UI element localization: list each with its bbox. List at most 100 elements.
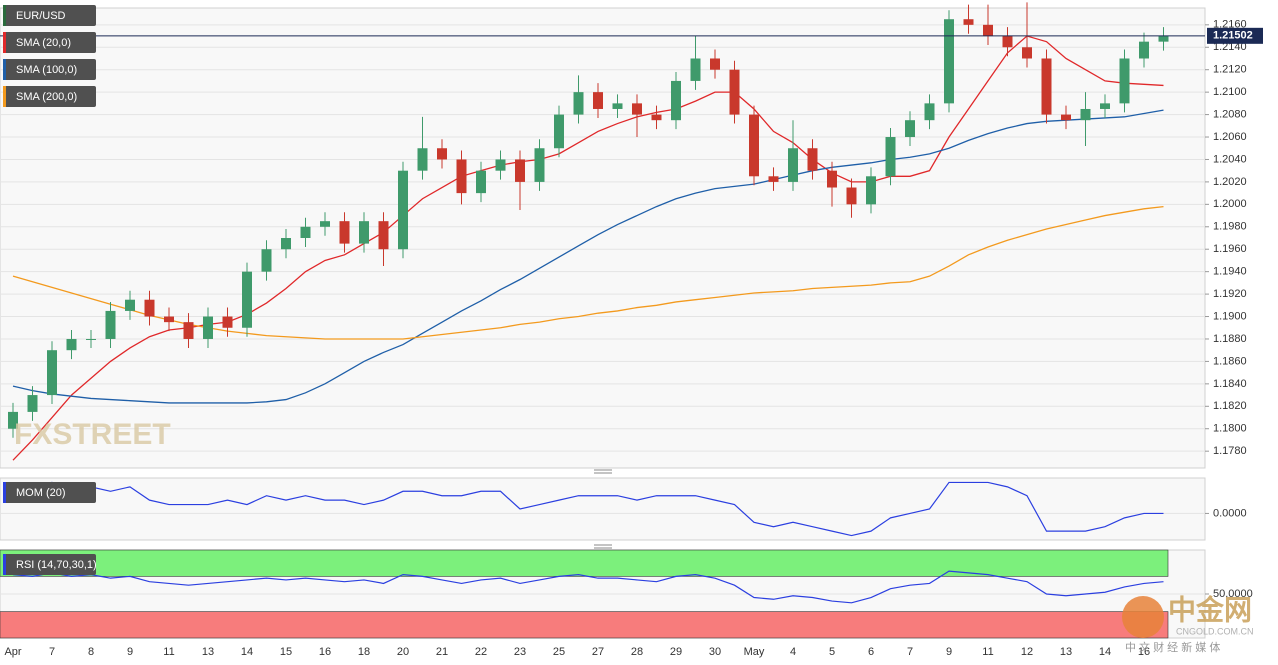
y-tick-label: 50.0000	[1213, 588, 1253, 600]
candle-body	[651, 114, 662, 121]
x-tick-label: 14	[1099, 646, 1111, 658]
candle-body	[534, 148, 545, 182]
legend-label: SMA (100,0)	[16, 64, 77, 76]
last-price-label: 1.21502	[1213, 30, 1253, 42]
candle-body	[417, 148, 428, 171]
y-tick-label: 1.1920	[1213, 288, 1247, 300]
y-tick-label: 1.2120	[1213, 64, 1247, 76]
candle-body	[164, 316, 174, 323]
legend-label: SMA (200,0)	[16, 91, 77, 103]
x-tick-label: 22	[475, 646, 487, 658]
x-tick-label: 14	[241, 646, 253, 658]
candle-body	[963, 19, 974, 25]
candle-body	[1041, 58, 1052, 115]
candle-body	[183, 322, 194, 339]
last-price-box	[1207, 27, 1263, 44]
x-tick-label: 7	[907, 646, 913, 658]
candle-body	[554, 114, 564, 149]
x-tick-label: 27	[592, 646, 604, 658]
candle-body	[885, 137, 896, 177]
x-tick-label: 11	[982, 646, 993, 658]
y-tick-label: 1.1780	[1213, 445, 1247, 457]
y-tick-label: 1.2140	[1213, 41, 1247, 53]
candle-body	[846, 187, 857, 205]
watermark-site-cn: 中金网	[1168, 593, 1252, 625]
x-tick-label: 9	[127, 646, 133, 658]
candle-body	[437, 148, 447, 160]
candle-body	[27, 395, 38, 412]
candle-body	[222, 316, 233, 328]
candle-body	[573, 92, 584, 115]
x-tick-label: 29	[670, 646, 682, 658]
candle-body	[612, 103, 623, 109]
x-tick-label: 20	[397, 646, 409, 658]
legend-box	[3, 59, 96, 80]
y-tick-label: 1.2100	[1213, 86, 1247, 98]
panel-separators	[594, 469, 612, 549]
candle-body	[515, 159, 525, 182]
legend-swatch	[3, 32, 6, 53]
candle-body	[788, 148, 798, 182]
candle-body	[768, 176, 779, 182]
candle-body	[1119, 58, 1130, 104]
candle-body	[924, 103, 935, 121]
x-tick-label: 25	[553, 646, 565, 658]
candle-body	[86, 338, 96, 340]
x-tick-label: 8	[88, 646, 94, 658]
sma-line	[12, 109, 1164, 404]
candle-body	[593, 92, 603, 109]
x-tick-label: 6	[868, 646, 874, 658]
y-tick-label: 1.1980	[1213, 221, 1247, 233]
candle-body	[144, 299, 155, 317]
candle-body	[320, 221, 330, 227]
candle-body	[944, 19, 954, 104]
candle-body	[983, 24, 993, 37]
candle-body	[905, 120, 915, 138]
candle-body	[456, 159, 467, 194]
candle-body	[66, 338, 77, 351]
candle-body	[710, 58, 720, 70]
candle-body	[690, 58, 701, 81]
x-tick-label: 11	[163, 646, 174, 658]
y-tick-label: 1.2060	[1213, 131, 1247, 143]
x-tick-label: 23	[514, 646, 526, 658]
candle-body	[827, 170, 837, 188]
indicator-line	[13, 481, 1164, 537]
candle-body	[1022, 47, 1032, 59]
candle-body	[378, 221, 389, 250]
watermark-logo	[1122, 596, 1164, 638]
watermark-tagline: 中 文 财 经 新 媒 体	[1125, 640, 1220, 654]
candle-body	[281, 238, 291, 250]
candle-body	[729, 69, 740, 115]
legend-label: SMA (20,0)	[16, 37, 71, 49]
x-tick-label: 16	[319, 646, 331, 658]
candle-body	[671, 80, 681, 121]
panel-background	[0, 477, 1206, 541]
legend-label: MOM (20)	[16, 487, 66, 499]
candle-body	[1002, 36, 1013, 48]
candle-body	[125, 299, 135, 311]
legend-swatch	[3, 554, 6, 575]
y-tick-label: 1.1800	[1213, 423, 1247, 435]
candle-body	[1080, 108, 1091, 121]
candle-body	[749, 114, 759, 177]
x-tick-label: 9	[946, 646, 952, 658]
candle-body	[261, 249, 272, 272]
x-tick-label: 13	[202, 646, 214, 658]
y-tick-label: 1.1860	[1213, 355, 1247, 367]
overbought-zone	[0, 549, 1169, 577]
candle-body	[47, 350, 57, 396]
oversold-zone	[0, 611, 1169, 639]
y-tick-label: 1.2080	[1213, 108, 1247, 120]
legend-box	[3, 32, 96, 53]
y-tick-label: 1.1880	[1213, 333, 1247, 345]
legend-box	[3, 482, 96, 503]
y-tick-label: 1.2040	[1213, 153, 1247, 165]
watermark-site: CNGOLD.COM.CN	[1176, 626, 1254, 636]
y-tick-label: 1.2160	[1213, 19, 1247, 31]
candle-body	[105, 310, 116, 339]
y-tick-label: 1.1960	[1213, 243, 1247, 255]
x-tick-label: 5	[829, 646, 835, 658]
